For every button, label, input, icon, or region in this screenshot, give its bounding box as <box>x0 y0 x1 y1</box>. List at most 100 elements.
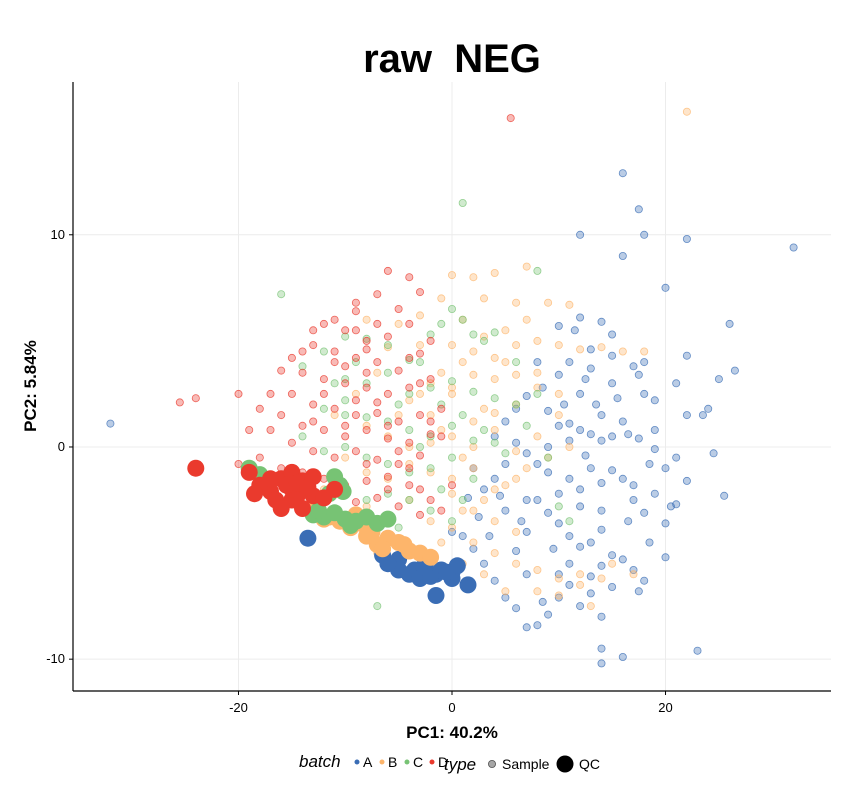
sample-point-d <box>351 298 360 307</box>
sample-point-c <box>479 425 488 434</box>
sample-point-c <box>362 453 371 462</box>
sample-point-a <box>640 358 649 367</box>
sample-point-a <box>597 478 606 487</box>
sample-point-d <box>437 432 446 441</box>
sample-point-c <box>469 387 478 396</box>
sample-point-d <box>394 417 403 426</box>
sample-point-a <box>565 436 574 445</box>
sample-point-b <box>415 341 424 350</box>
sample-point-c <box>479 336 488 345</box>
sample-point-b <box>597 574 606 583</box>
sample-point-d <box>351 396 360 405</box>
sample-point-a <box>570 326 579 335</box>
sample-point-a <box>554 321 563 330</box>
sample-point-b <box>341 453 350 462</box>
sample-point-b <box>490 485 499 494</box>
sample-point-b <box>447 383 456 392</box>
sample-point-a <box>490 474 499 483</box>
sample-point-c <box>298 432 307 441</box>
sample-point-c <box>490 328 499 337</box>
sample-point-a <box>544 508 553 517</box>
sample-point-a <box>490 576 499 585</box>
sample-point-d <box>383 332 392 341</box>
sample-point-b <box>405 459 414 468</box>
sample-point-b <box>490 268 499 277</box>
sample-point-a <box>501 417 510 426</box>
sample-point-c <box>512 358 521 367</box>
sample-point-c <box>447 304 456 313</box>
sample-point-d <box>405 438 414 447</box>
sample-point-d <box>383 266 392 275</box>
sample-point-a <box>479 485 488 494</box>
sample-point-b <box>629 570 638 579</box>
sample-point-b <box>469 417 478 426</box>
sample-point-c <box>426 330 435 339</box>
sample-point-a <box>565 474 574 483</box>
sample-point-d <box>405 319 414 328</box>
sample-point-b <box>383 343 392 352</box>
sample-point-b <box>512 298 521 307</box>
sample-point-a <box>554 489 563 498</box>
sample-point-a <box>629 566 638 575</box>
sample-point-d <box>447 481 456 490</box>
sample-point-a <box>704 404 713 413</box>
sample-point-a <box>597 659 606 668</box>
sample-point-b <box>447 341 456 350</box>
y-tick-label: 10 <box>51 227 65 242</box>
sample-point-a <box>549 544 558 553</box>
qc-point-d <box>187 459 205 477</box>
sample-point-a <box>512 404 521 413</box>
sample-point-d <box>426 336 435 345</box>
grid-lines <box>73 82 831 691</box>
qc-point-a <box>438 563 456 581</box>
sample-point-c <box>469 436 478 445</box>
qc-point-b <box>374 540 392 558</box>
sample-point-d <box>309 447 318 456</box>
sample-point-c <box>426 506 435 515</box>
sample-point-a <box>608 351 617 360</box>
legend-label-qc: QC <box>579 756 600 772</box>
sample-point-d <box>330 358 339 367</box>
qc-point-d <box>272 500 290 517</box>
x-tick-label: 20 <box>658 700 672 715</box>
qc-point-d <box>262 470 279 488</box>
sample-point-d <box>394 304 403 313</box>
sample-point-d <box>437 404 446 413</box>
sample-point-a <box>650 489 659 498</box>
sample-point-b <box>501 358 510 367</box>
sample-point-b <box>447 389 456 398</box>
sample-point-c <box>330 379 339 388</box>
sample-point-a <box>640 576 649 585</box>
sample-point-b <box>682 107 691 116</box>
sample-point-c <box>341 332 350 341</box>
sample-point-a <box>597 644 606 653</box>
sample-point-c <box>341 396 350 405</box>
sample-point-a <box>624 517 633 526</box>
sample-point-d <box>266 389 275 398</box>
y-tick-label: 0 <box>58 439 65 454</box>
sample-point-a <box>533 459 542 468</box>
sample-point-d <box>383 389 392 398</box>
sample-point-b <box>447 474 456 483</box>
sample-point-b <box>490 375 499 384</box>
sample-point-b <box>479 294 488 303</box>
sample-point-a <box>618 653 627 662</box>
sample-point-d <box>191 394 200 403</box>
sample-point-a <box>586 345 595 354</box>
sample-point-a <box>634 370 643 379</box>
sample-point-d <box>298 347 307 356</box>
sample-point-c <box>469 474 478 483</box>
sample-point-a <box>522 449 531 458</box>
sample-point-b <box>618 347 627 356</box>
qc-point-a <box>427 587 445 604</box>
qc-point-d <box>294 500 311 517</box>
sample-point-c <box>458 198 467 207</box>
sample-point-a <box>565 580 574 589</box>
sample-point-a <box>597 436 606 445</box>
sample-point-a <box>634 587 643 596</box>
sample-point-c <box>383 341 392 350</box>
sample-point-b <box>383 474 392 483</box>
legend-label-sample: Sample <box>502 756 550 772</box>
sample-point-d <box>277 366 286 375</box>
qc-point-d <box>246 485 263 503</box>
